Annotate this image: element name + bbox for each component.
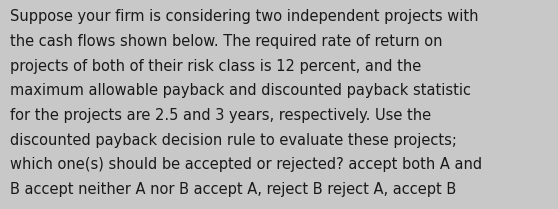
Text: projects of both of their risk class is 12 percent, and the: projects of both of their risk class is …: [10, 59, 421, 74]
Text: which one(s) should be accepted or rejected? accept both A and: which one(s) should be accepted or rejec…: [10, 157, 482, 172]
Text: B accept neither A nor B accept A, reject B reject A, accept B: B accept neither A nor B accept A, rejec…: [10, 182, 456, 197]
Text: discounted payback decision rule to evaluate these projects;: discounted payback decision rule to eval…: [10, 133, 457, 148]
Text: for the projects are 2.5 and 3 years, respectively. Use the: for the projects are 2.5 and 3 years, re…: [10, 108, 431, 123]
Text: the cash flows shown below. The required rate of return on: the cash flows shown below. The required…: [10, 34, 442, 49]
Text: maximum allowable payback and discounted payback statistic: maximum allowable payback and discounted…: [10, 83, 471, 98]
Text: Suppose your firm is considering two independent projects with: Suppose your firm is considering two ind…: [10, 9, 479, 24]
